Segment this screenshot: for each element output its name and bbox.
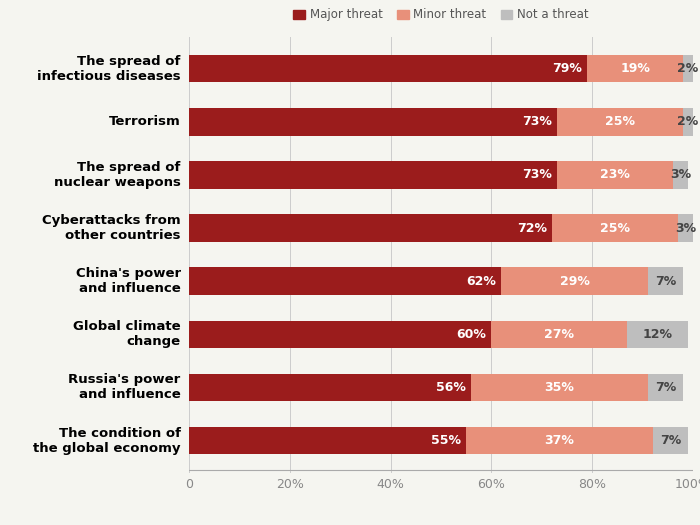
Text: 2%: 2% (678, 62, 699, 75)
Text: 27%: 27% (545, 328, 575, 341)
Text: 72%: 72% (517, 222, 547, 235)
Bar (189, 374, 471, 401)
Bar (189, 267, 501, 295)
Bar (627, 321, 688, 348)
Legend: Major threat, Minor threat, Not a threat: Major threat, Minor threat, Not a threat (288, 4, 594, 26)
Text: 37%: 37% (545, 434, 575, 447)
Text: 3%: 3% (675, 222, 696, 235)
Bar (683, 55, 693, 82)
Text: 7%: 7% (659, 434, 681, 447)
Text: 79%: 79% (552, 62, 582, 75)
Text: 23%: 23% (600, 169, 630, 182)
Bar (189, 108, 557, 135)
Text: 73%: 73% (522, 116, 552, 128)
Text: 73%: 73% (522, 169, 552, 182)
Bar (648, 267, 683, 295)
Bar (557, 161, 673, 188)
Text: 2%: 2% (678, 116, 699, 128)
Bar (189, 321, 491, 348)
Text: 7%: 7% (654, 381, 676, 394)
Text: 60%: 60% (456, 328, 486, 341)
Bar (189, 427, 466, 455)
Bar (673, 161, 688, 188)
Bar (552, 214, 678, 242)
Bar (491, 321, 627, 348)
Bar (189, 214, 552, 242)
Text: 29%: 29% (559, 275, 589, 288)
Bar (189, 161, 557, 188)
Text: 3%: 3% (670, 169, 691, 182)
Text: 62%: 62% (467, 275, 496, 288)
Text: 56%: 56% (436, 381, 466, 394)
Bar (683, 108, 693, 135)
Bar (189, 55, 587, 82)
Text: 19%: 19% (620, 62, 650, 75)
Bar (557, 108, 683, 135)
Text: 55%: 55% (431, 434, 461, 447)
Bar (471, 374, 648, 401)
Bar (466, 427, 652, 455)
Text: 12%: 12% (643, 328, 673, 341)
Bar (652, 427, 688, 455)
Text: 35%: 35% (545, 381, 575, 394)
Bar (501, 267, 648, 295)
Bar (587, 55, 683, 82)
Text: 25%: 25% (600, 222, 630, 235)
Text: 7%: 7% (654, 275, 676, 288)
Bar (678, 214, 693, 242)
Bar (648, 374, 683, 401)
Text: 25%: 25% (605, 116, 635, 128)
